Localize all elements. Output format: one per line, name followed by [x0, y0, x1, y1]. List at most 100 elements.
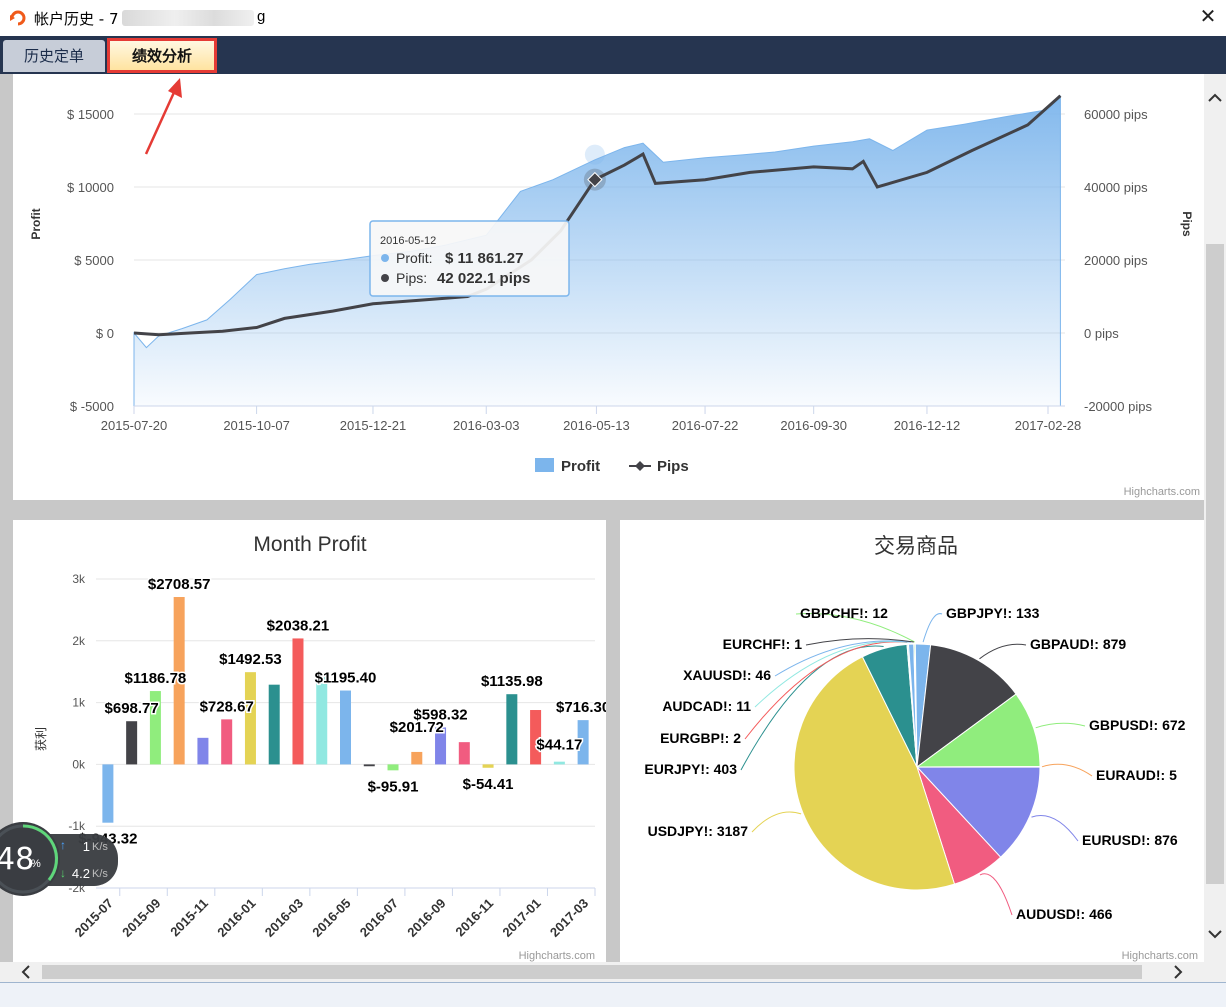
month-bar[interactable]: [197, 737, 209, 765]
horizontal-scroll-thumb[interactable]: [42, 965, 1142, 979]
status-bar: [0, 982, 1226, 1007]
bar-data-label: $1492.53: [219, 651, 282, 668]
scroll-right-icon[interactable]: [1166, 962, 1190, 982]
bar-data-label: $-54.41: [463, 776, 514, 793]
pie-connector: [979, 873, 1013, 916]
month-bar[interactable]: [316, 672, 328, 765]
month-bar[interactable]: [482, 764, 494, 768]
pie-connector: [922, 613, 943, 643]
highcharts-credit[interactable]: Highcharts.com: [519, 950, 595, 962]
pips-hover-marker[interactable]: [587, 171, 603, 188]
pie-slice[interactable]: [916, 644, 1017, 769]
y-tick-label: $ 15000: [67, 107, 114, 122]
month-bar[interactable]: [126, 721, 138, 765]
pie-connector: [744, 641, 908, 740]
y-tick-label: -1k: [68, 819, 86, 833]
close-button[interactable]: ✕: [1199, 6, 1217, 28]
horizontal-scrollbar[interactable]: [0, 962, 1226, 982]
pie-data-label: AUDUSD!: 466: [1016, 906, 1113, 922]
month-bar[interactable]: [387, 764, 399, 771]
pie-connector: [774, 640, 912, 677]
vertical-scrollbar[interactable]: [1204, 74, 1226, 962]
month-bar[interactable]: [506, 694, 518, 765]
x-tick-label: 2016-07-22: [672, 418, 739, 433]
x-tick-label: 2016-03: [262, 896, 306, 940]
month-bar[interactable]: [553, 761, 565, 765]
pie-data-label: GBPJPY!: 133: [946, 605, 1040, 621]
y2-tick-label: -20000 pips: [1084, 399, 1152, 414]
legend-item-pips[interactable]: Pips: [629, 458, 689, 475]
pie-data-label: AUDCAD!: 11: [662, 698, 751, 714]
x-tick-label: 2015-07-20: [101, 418, 168, 433]
upload-speed-value: 1: [82, 839, 90, 854]
highcharts-credit[interactable]: Highcharts.com: [1122, 950, 1198, 962]
y-axis-title: Profit: [29, 208, 43, 239]
pie-chart-title: 交易商品: [874, 535, 958, 558]
month-bar[interactable]: [435, 727, 447, 765]
scroll-left-icon[interactable]: [14, 962, 38, 982]
month-bar[interactable]: [102, 764, 114, 823]
month-profit-chart: Month Profit $-943.32$698.77$1186.78$270…: [34, 533, 612, 962]
bar-data-label: $201.72: [390, 719, 444, 736]
pie-connector: [1041, 763, 1093, 777]
vertical-scroll-thumb[interactable]: [1206, 244, 1224, 884]
network-speed-widget[interactable]: 48 % ↑ 1 K/s ↓ 4.2 K/s: [0, 822, 132, 896]
month-bar[interactable]: [458, 742, 470, 765]
x-tick-label: 2015-09: [119, 896, 163, 940]
pie-data-label: GBPCHF!: 12: [800, 605, 888, 621]
scroll-down-icon[interactable]: [1204, 924, 1226, 944]
month-bar[interactable]: [221, 719, 233, 765]
y-tick-label: $ 10000: [67, 180, 114, 195]
x-tick-label: 2015-07: [72, 896, 116, 940]
pie-slice[interactable]: [915, 693, 1041, 768]
month-bar[interactable]: [173, 597, 185, 765]
month-bar[interactable]: [530, 710, 542, 765]
bar-data-label: $1135.98: [481, 673, 543, 690]
legend-item-profit[interactable]: Profit: [535, 458, 600, 475]
svg-text:Pips: Pips: [657, 458, 689, 475]
tab-history-orders[interactable]: 历史定单: [3, 40, 105, 72]
pie-data-label: EURAUD!: 5: [1096, 767, 1177, 783]
month-bar[interactable]: [149, 691, 161, 765]
usage-ring-icon: [0, 824, 59, 894]
pie-slice[interactable]: [913, 643, 918, 768]
month-bar[interactable]: [268, 684, 280, 765]
pie-data-label: USDJPY!: 3187: [648, 823, 749, 839]
month-bar[interactable]: [244, 672, 256, 765]
highcharts-credit[interactable]: Highcharts.com: [1124, 486, 1200, 498]
month-chart-title: Month Profit: [253, 533, 366, 556]
profit-hover-halo: [584, 144, 605, 165]
pie-connector: [754, 641, 908, 708]
profit-pips-chart-panel: $ -5000 -20000 pips $ 0 0 pips $ 5000 20000 p…: [13, 74, 1204, 500]
bar-data-label: $2038.21: [267, 617, 330, 634]
x-tick-label: 2016-09-30: [780, 418, 847, 433]
profit-area-series[interactable]: [133, 95, 1061, 407]
tab-performance-analysis[interactable]: 绩效分析: [107, 38, 217, 73]
tooltip-profit-value: $ 11 861.27: [445, 250, 523, 267]
month-bar[interactable]: [340, 690, 351, 765]
svg-text:Profit: Profit: [561, 458, 600, 475]
month-bar[interactable]: [411, 751, 423, 765]
y2-tick-label: 20000 pips: [1084, 253, 1148, 268]
tooltip-pips-value: 42 022.1 pips: [437, 270, 530, 287]
x-tick-label: 2016-09: [404, 896, 448, 940]
bar-data-label: $1195.40: [315, 670, 377, 687]
bar-data-label: $716.30: [556, 699, 606, 716]
month-bar[interactable]: [577, 720, 589, 765]
pie-connector: [751, 811, 802, 833]
download-speed-value: 4.2: [71, 866, 90, 881]
month-bar[interactable]: [363, 764, 375, 767]
y-tick-label: $ 5000: [74, 253, 114, 268]
month-bar[interactable]: [292, 638, 304, 765]
usage-percent: 48: [0, 842, 35, 877]
content-area: $ -5000 -20000 pips $ 0 0 pips $ 5000 20000 p…: [0, 74, 1226, 962]
pie-data-label: GBPAUD!: 879: [1030, 636, 1126, 652]
pie-slice[interactable]: [793, 656, 956, 891]
pie-slice[interactable]: [915, 766, 1041, 858]
pie-connector: [805, 638, 914, 646]
bar-data-label: $728.67: [200, 698, 254, 715]
bar-data-label: $-95.91: [368, 778, 419, 795]
bar-data-label: $698.77: [105, 700, 159, 717]
y-tick-label: 0k: [72, 757, 86, 771]
scroll-up-icon[interactable]: [1204, 88, 1226, 108]
